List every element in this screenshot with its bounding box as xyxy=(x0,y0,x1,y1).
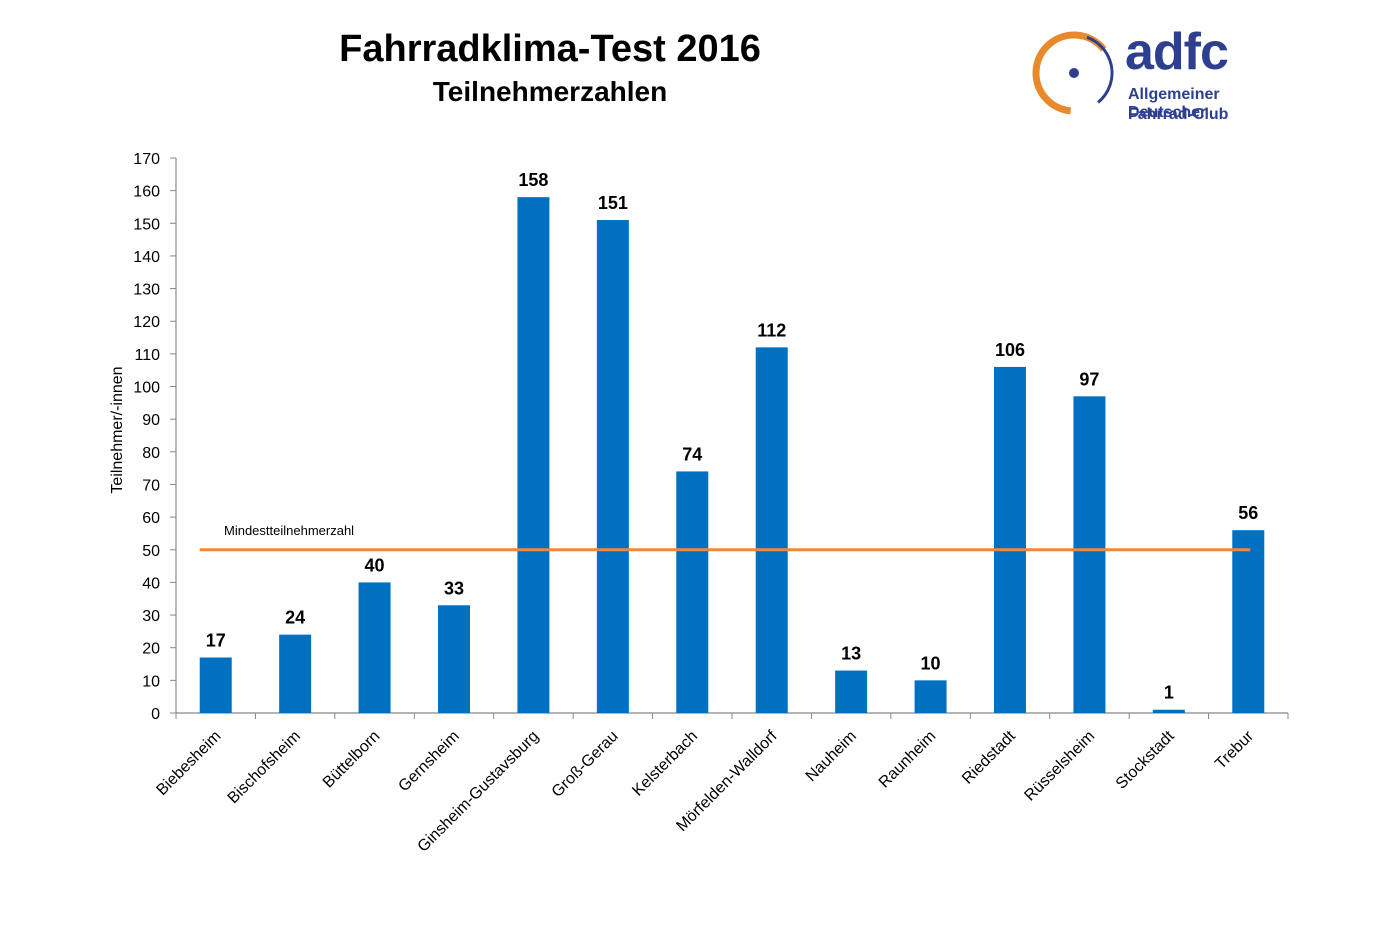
data-label: 24 xyxy=(285,608,305,628)
y-tick-label: 100 xyxy=(133,380,160,397)
bar xyxy=(994,366,1026,713)
y-tick-label: 160 xyxy=(133,184,160,201)
y-tick-label: 130 xyxy=(133,282,160,299)
y-tick-label: 30 xyxy=(142,608,160,625)
y-axis-label: Teilnehmer/-innen xyxy=(109,366,126,493)
bar xyxy=(358,582,391,713)
y-tick-label: 10 xyxy=(142,673,160,690)
x-tick-label: Biebesheim xyxy=(153,728,224,799)
y-tick-label: 0 xyxy=(151,706,160,723)
logo-wordmark: adfc xyxy=(1125,23,1229,81)
bar xyxy=(835,670,868,713)
bar xyxy=(517,197,550,714)
data-label: 112 xyxy=(757,320,786,340)
x-tick-label: Nauheim xyxy=(803,728,860,785)
bar xyxy=(914,680,947,713)
bar xyxy=(438,605,470,713)
y-tick-label: 70 xyxy=(142,477,160,494)
x-axis: Biebesheim Bischofsheim Büttelborn Gernshei… xyxy=(153,712,1289,856)
y-axis: 0 10 20 30 40 50 60 70 80 90 100 110 120 130 140 150 160… xyxy=(133,151,177,723)
x-tick-label: Stockstadt xyxy=(1113,727,1178,792)
y-tick-label: 80 xyxy=(142,445,160,462)
y-tick-label: 50 xyxy=(142,543,160,560)
data-label: 106 xyxy=(995,340,1025,360)
logo-tagline-2: Fahrrad-Club xyxy=(1128,106,1229,123)
y-tick-label: 20 xyxy=(142,641,160,658)
bar xyxy=(279,634,312,713)
data-label: 151 xyxy=(598,193,628,213)
reference-line-label: Mindestteilnehmerzahl xyxy=(224,523,354,538)
y-tick-label: 120 xyxy=(133,314,160,331)
x-tick-label: Bischofsheim xyxy=(225,728,304,807)
x-tick-label: Trebur xyxy=(1212,727,1257,772)
x-tick-label: Kelsterbach xyxy=(629,728,701,800)
data-labels: 17 24 40 33 158 151 74 112 13 10 106 97 1 56 xyxy=(206,170,1259,703)
data-label: 1 xyxy=(1164,683,1174,703)
x-tick-label: Groß-Gerau xyxy=(549,728,622,801)
x-tick-label: Büttelborn xyxy=(320,728,384,792)
data-label: 10 xyxy=(921,653,941,673)
y-tick-label: 60 xyxy=(142,510,160,527)
logo-ring-icon xyxy=(1032,31,1116,115)
bars xyxy=(199,197,1265,714)
y-tick-label: 150 xyxy=(133,216,160,233)
x-tick-label: Rüsselsheim xyxy=(1021,728,1098,805)
y-tick-label: 110 xyxy=(134,347,160,364)
data-label: 56 xyxy=(1238,503,1258,523)
y-tick-label: 140 xyxy=(133,249,160,266)
y-tick-label: 90 xyxy=(142,412,160,429)
data-label: 158 xyxy=(518,170,548,190)
bar xyxy=(1152,709,1185,713)
bar xyxy=(199,657,232,713)
y-tick-label: 40 xyxy=(142,575,160,592)
data-label: 97 xyxy=(1079,369,1099,389)
bar xyxy=(1073,396,1106,713)
bar xyxy=(755,347,788,713)
adfc-logo: adfc Allgemeiner Deutscher Fahrrad-Club xyxy=(1030,23,1300,128)
data-label: 40 xyxy=(365,555,385,575)
bar xyxy=(596,220,629,713)
bar xyxy=(1232,530,1265,713)
chart-subtitle: Teilnehmerzahlen xyxy=(432,76,668,107)
y-tick-label: 170 xyxy=(133,151,160,168)
data-label: 74 xyxy=(682,444,702,464)
data-label: 13 xyxy=(841,644,861,664)
data-label: 17 xyxy=(206,631,226,651)
chart-title: Fahrradklima-Test 2016 xyxy=(339,28,761,70)
reference-line-group: Mindestteilnehmerzahl xyxy=(199,523,1251,552)
logo-tagline-1: Allgemeiner Deutscher xyxy=(1128,86,1220,121)
x-tick-label: Gernsheim xyxy=(395,728,462,795)
x-tick-label: Raunheim xyxy=(876,728,940,792)
data-label: 33 xyxy=(444,578,464,598)
bar xyxy=(676,471,709,713)
x-tick-label: Riedstadt xyxy=(959,727,1019,787)
